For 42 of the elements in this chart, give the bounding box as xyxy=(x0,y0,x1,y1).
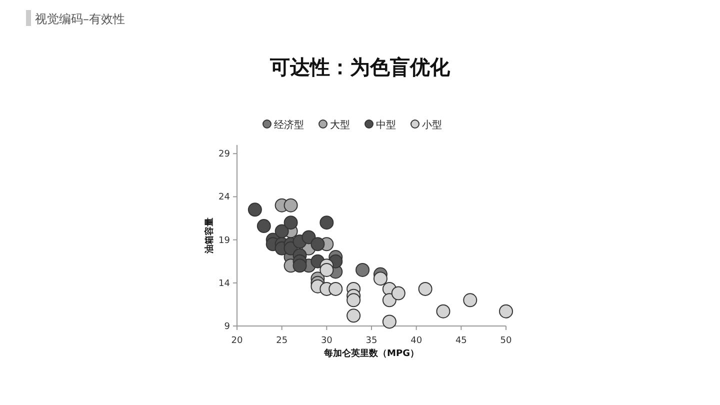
x-tick-label: 40 xyxy=(410,336,422,346)
point xyxy=(382,314,396,329)
point xyxy=(463,293,478,308)
point xyxy=(274,224,289,238)
x-tick-label: 35 xyxy=(366,336,378,346)
legend-label: 小型 xyxy=(422,119,442,131)
point xyxy=(256,219,271,234)
y-tick-label: 14 xyxy=(218,278,230,289)
point xyxy=(284,198,298,212)
text: 视觉编码–有效性 xyxy=(35,12,125,26)
point xyxy=(292,258,307,273)
x-tick-label: 45 xyxy=(455,336,467,346)
legend-label: 大型 xyxy=(330,119,350,131)
y-tick-label: 19 xyxy=(218,236,230,246)
point xyxy=(382,293,396,308)
y-axis-title: 油箱容量 xyxy=(204,218,215,254)
legend-label: 中型 xyxy=(376,119,396,131)
point xyxy=(320,262,334,277)
point xyxy=(284,216,298,230)
y-tick-label: 29 xyxy=(218,150,230,160)
x-tick-label: 20 xyxy=(231,336,243,346)
point xyxy=(499,304,513,318)
point xyxy=(391,286,406,300)
point xyxy=(436,304,450,318)
point xyxy=(328,282,343,296)
y-tick-label: 24 xyxy=(218,192,230,203)
point xyxy=(346,308,361,323)
point xyxy=(310,237,325,252)
point xyxy=(302,230,316,244)
point xyxy=(356,262,370,277)
legend-label: 经济型 xyxy=(274,119,304,131)
y-tick-label: 9 xyxy=(224,322,230,332)
chart-title: 可达性：为色盲优化 xyxy=(269,55,451,79)
point xyxy=(373,272,388,286)
x-tick-label: 25 xyxy=(276,336,288,346)
point xyxy=(418,282,432,296)
point xyxy=(320,216,334,230)
x-tick-label: 50 xyxy=(500,336,512,346)
x-tick-label: 30 xyxy=(320,336,333,346)
x-axis-title: 每加仑英里数（MPG） xyxy=(323,348,419,359)
point xyxy=(346,293,361,308)
point xyxy=(248,202,262,217)
